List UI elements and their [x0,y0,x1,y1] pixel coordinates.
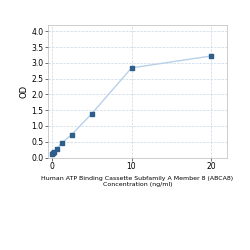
Y-axis label: OD: OD [20,85,28,98]
Point [130,66,134,70]
Point [50,152,54,156]
Point [210,54,214,58]
Point [54,147,58,151]
X-axis label: Human ATP Binding Cassette Subfamily A Member 8 (ABCA8)
Concentration (ng/ml): Human ATP Binding Cassette Subfamily A M… [42,176,234,187]
Point [51,152,55,156]
Point [90,112,94,116]
Point [70,133,73,137]
Point [52,150,56,154]
Point [60,141,64,145]
